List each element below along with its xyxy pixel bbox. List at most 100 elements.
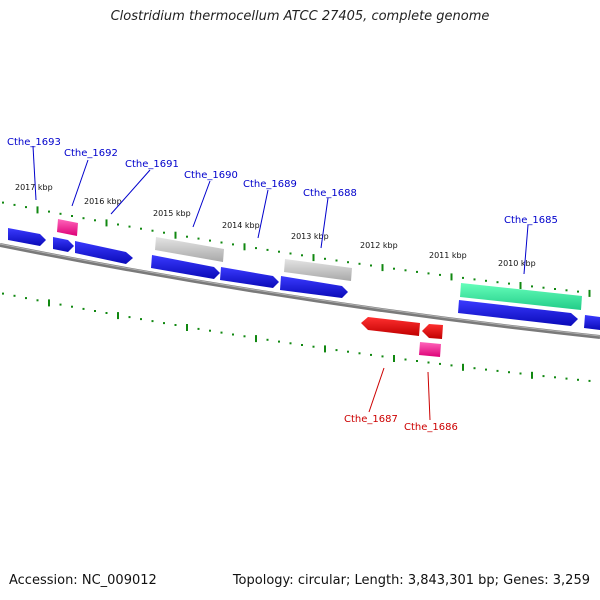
minor-tick (25, 297, 27, 300)
scale-label-2011: 2011 kbp (429, 251, 467, 260)
minor-tick (301, 254, 303, 257)
minor-tick (255, 247, 257, 250)
minor-tick (439, 273, 441, 276)
genome-backbone-highlight (0, 243, 600, 337)
scale-label-2013: 2013 kbp (291, 232, 329, 241)
minor-tick (427, 361, 430, 364)
gene-label-cthe-1691[interactable]: Cthe_1691 (125, 159, 179, 170)
gene-label-cthe-1692[interactable]: Cthe_1692 (64, 148, 118, 159)
gene-label-cthe-1689[interactable]: Cthe_1689 (243, 179, 297, 190)
minor-tick (577, 290, 579, 293)
scale-label-2015: 2015 kbp (153, 209, 191, 218)
minor-tick (209, 239, 211, 242)
gene-label-cthe-1685[interactable]: Cthe_1685 (504, 215, 558, 226)
minor-tick (197, 327, 200, 330)
minor-tick (416, 270, 418, 273)
minor-tick (508, 282, 510, 285)
major-tick (588, 289, 591, 297)
gene-label-cthe-1687[interactable]: Cthe_1687 (344, 414, 398, 425)
gene-cthe-1693[interactable] (8, 228, 46, 246)
minor-tick (2, 292, 4, 295)
major-tick (531, 371, 533, 379)
major-tick (312, 254, 315, 262)
minor-tick (542, 375, 545, 378)
minor-tick (312, 345, 315, 348)
gene-cthe-1684[interactable] (584, 315, 600, 330)
minor-tick (13, 294, 16, 297)
minor-tick (128, 225, 131, 228)
minor-tick (48, 210, 50, 213)
rna-cthe-1692[interactable] (57, 219, 78, 236)
minor-tick (370, 264, 372, 267)
minor-tick (197, 237, 200, 240)
pseudo-1688[interactable] (284, 259, 352, 281)
minor-tick (174, 324, 177, 326)
minor-tick (289, 342, 292, 345)
minor-tick (393, 267, 395, 270)
minor-tick (381, 355, 384, 358)
minor-tick (13, 203, 16, 206)
rna-cthe-1686[interactable] (419, 342, 441, 357)
minor-tick (473, 367, 476, 370)
scale-label-2016: 2016 kbp (84, 197, 122, 206)
minor-tick (370, 353, 372, 356)
minor-tick (358, 262, 361, 265)
minor-tick (140, 318, 142, 321)
minor-tick (485, 368, 487, 371)
gene-cthe-1688[interactable] (280, 276, 348, 298)
major-tick (381, 264, 384, 272)
genes-label: Genes: (503, 573, 549, 588)
major-tick (255, 335, 257, 343)
minor-tick (36, 299, 39, 302)
major-tick (393, 355, 395, 362)
gene-cthe-1685[interactable] (458, 300, 578, 326)
minor-tick (82, 307, 85, 310)
genome-stats: Topology: circular; Length: 3,843,301 bp… (232, 573, 590, 588)
minor-tick (59, 303, 62, 306)
minor-tick (301, 344, 303, 346)
minor-tick (232, 333, 234, 336)
minor-tick (347, 350, 349, 353)
minor-tick (82, 217, 85, 220)
accession-value: NC_009012 (81, 573, 157, 588)
minor-tick (531, 285, 533, 288)
gene-label-cthe-1686[interactable]: Cthe_1686 (404, 422, 458, 433)
gene-labels: Cthe_1693 Cthe_1692 Cthe_1691 Cthe_1690 … (7, 137, 558, 433)
gene-cthe-1692[interactable] (53, 237, 74, 252)
gene-label-cthe-1693[interactable]: Cthe_1693 (7, 137, 61, 148)
label-leaders (32, 145, 529, 421)
minor-tick (2, 201, 4, 204)
gene-cthe-1686[interactable] (422, 324, 443, 339)
scale-label-2012: 2012 kbp (360, 241, 398, 250)
minor-tick (565, 377, 568, 380)
minor-tick (519, 372, 522, 375)
gene-label-cthe-1690[interactable]: Cthe_1690 (184, 170, 238, 181)
minor-tick (209, 329, 211, 332)
scale-labels: 2017 kbp 2016 kbp 2015 kbp 2014 kbp 2013… (15, 183, 536, 268)
scale-label-2017: 2017 kbp (15, 183, 53, 192)
minor-tick (508, 371, 510, 374)
minor-tick (542, 286, 545, 289)
gene-label-cthe-1688[interactable]: Cthe_1688 (303, 188, 357, 199)
gene-cthe-1691[interactable] (75, 241, 133, 264)
major-tick (243, 243, 246, 251)
accession-info: Accession: NC_009012 (9, 573, 157, 588)
outer-scale-ticks (2, 201, 591, 297)
minor-tick (71, 305, 73, 308)
minor-tick (404, 358, 407, 361)
minor-tick (151, 320, 154, 323)
gene-cthe-1690[interactable] (151, 255, 220, 279)
forward-features-lane1 (8, 228, 600, 330)
minor-tick (278, 340, 280, 343)
minor-tick (554, 288, 556, 290)
major-tick (48, 299, 50, 307)
pseudo-1690[interactable] (155, 237, 224, 262)
gene-cthe-1687[interactable] (361, 317, 420, 336)
topology-value: circular (297, 573, 346, 588)
gene-cthe-1689[interactable] (220, 267, 279, 288)
highlight-cthe-1685[interactable] (460, 283, 582, 310)
genes-value: 3,259 (552, 573, 590, 588)
minor-tick (404, 269, 407, 272)
minor-tick (151, 229, 154, 232)
